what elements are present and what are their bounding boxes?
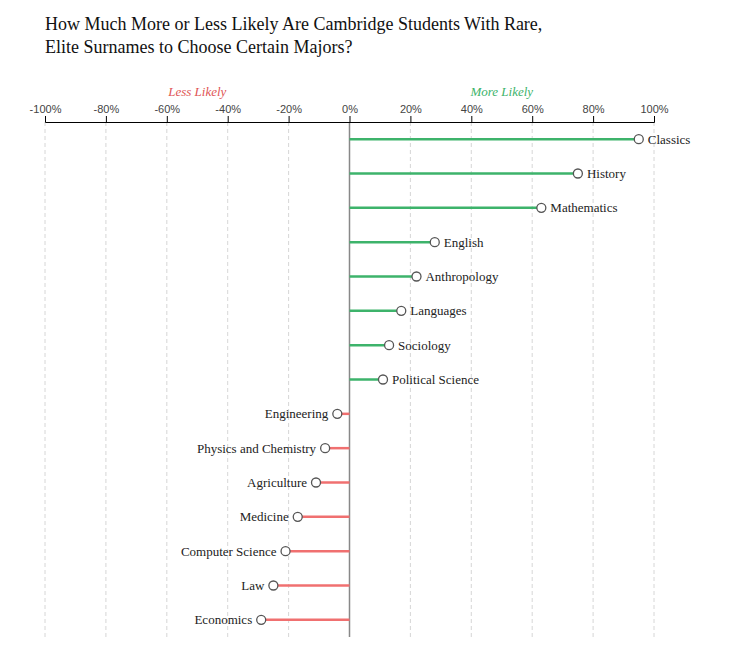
x-tick-label: 40% [461, 103, 483, 115]
x-tick: 20% [400, 103, 422, 122]
x-tick-mark [654, 116, 655, 122]
marker [573, 169, 582, 178]
category-label: Physics and Chemistry [197, 441, 317, 456]
marker [257, 615, 266, 624]
marker [430, 238, 439, 247]
marker [281, 547, 290, 556]
x-tick-mark [167, 116, 168, 122]
x-tick-mark [532, 116, 533, 122]
title: How Much More or Less Likely Are Cambrid… [45, 14, 542, 57]
stem [286, 550, 350, 553]
x-tick: 100% [640, 103, 668, 122]
category-label: Medicine [240, 509, 289, 524]
category-label: History [587, 166, 627, 181]
marker [634, 135, 643, 144]
x-tick: 80% [583, 103, 605, 122]
x-tick: -20% [276, 103, 302, 122]
x-axis: -100% -80% -60% -40% -20% 0% 20% 40% 60% 80% 100% [30, 103, 669, 123]
stem [350, 172, 578, 175]
marker [333, 409, 342, 418]
annotation: Less Likely [167, 84, 226, 99]
stem [350, 207, 542, 210]
stem [350, 310, 402, 313]
x-tick-label: -100% [30, 103, 62, 115]
x-tick-mark [593, 116, 594, 122]
category-label: Anthropology [425, 269, 498, 284]
x-tick-mark [350, 116, 351, 122]
category-label: Classics [648, 132, 691, 147]
x-tick: -100% [30, 103, 62, 122]
marker [385, 341, 394, 350]
grid-line [45, 122, 46, 637]
category-label: Computer Science [181, 544, 277, 559]
category-label: Languages [410, 303, 466, 318]
grid-line [593, 122, 594, 637]
stem [261, 619, 349, 622]
marker [537, 203, 546, 212]
x-tick-mark [289, 116, 290, 122]
marks [257, 135, 644, 625]
x-tick-label: -40% [215, 103, 241, 115]
grid-line [105, 122, 106, 637]
marker [412, 272, 421, 281]
grid-line [654, 122, 655, 637]
x-tick-mark [471, 116, 472, 122]
grid-line [532, 122, 533, 637]
x-tick-mark [410, 116, 411, 122]
grid-line [288, 122, 289, 637]
chart: How Much More or Less Likely Are Cambrid… [0, 0, 754, 655]
x-tick: -60% [154, 103, 180, 122]
x-tick-label: -60% [154, 103, 180, 115]
annotation: More Likely [469, 84, 533, 99]
stem [350, 138, 639, 141]
marker [397, 306, 406, 315]
category-labels: Classics History Mathematics English Anthrop… [181, 132, 691, 628]
x-tick-label: 100% [640, 103, 668, 115]
title-line: How Much More or Less Likely Are Cambrid… [45, 14, 542, 34]
x-tick: 40% [461, 103, 483, 122]
x-tick-label: -20% [276, 103, 302, 115]
category-label: Engineering [265, 406, 329, 421]
category-label: Mathematics [550, 200, 617, 215]
stem [350, 344, 390, 347]
x-axis-line [46, 116, 655, 123]
category-label: Sociology [398, 338, 451, 353]
x-tick-mark [45, 116, 46, 122]
x-tick: 0% [342, 103, 358, 122]
x-tick-label: -80% [94, 103, 120, 115]
marker [312, 478, 321, 487]
x-tick: -40% [215, 103, 241, 122]
category-label: Political Science [392, 372, 479, 387]
marker [321, 444, 330, 453]
x-tick-label: 0% [342, 103, 358, 115]
category-label: Law [241, 578, 265, 593]
grid-line [227, 122, 228, 637]
stem [298, 516, 350, 519]
x-tick-mark [106, 116, 107, 122]
marker [378, 375, 387, 384]
stem [273, 584, 349, 587]
x-tick: -80% [94, 103, 120, 122]
category-label: Agriculture [247, 475, 307, 490]
marker [269, 581, 278, 590]
x-tick-label: 20% [400, 103, 422, 115]
stem [350, 241, 435, 244]
category-label: English [444, 235, 484, 250]
title-line: Elite Surnames to Choose Certain Majors? [45, 37, 352, 57]
category-label: Economics [194, 612, 252, 627]
marker [293, 512, 302, 521]
grid-line [166, 122, 167, 637]
stem [350, 275, 417, 278]
x-tick-label: 80% [583, 103, 605, 115]
x-tick-label: 60% [522, 103, 544, 115]
x-tick-mark [228, 116, 229, 122]
x-tick: 60% [522, 103, 544, 122]
grid [45, 122, 654, 637]
